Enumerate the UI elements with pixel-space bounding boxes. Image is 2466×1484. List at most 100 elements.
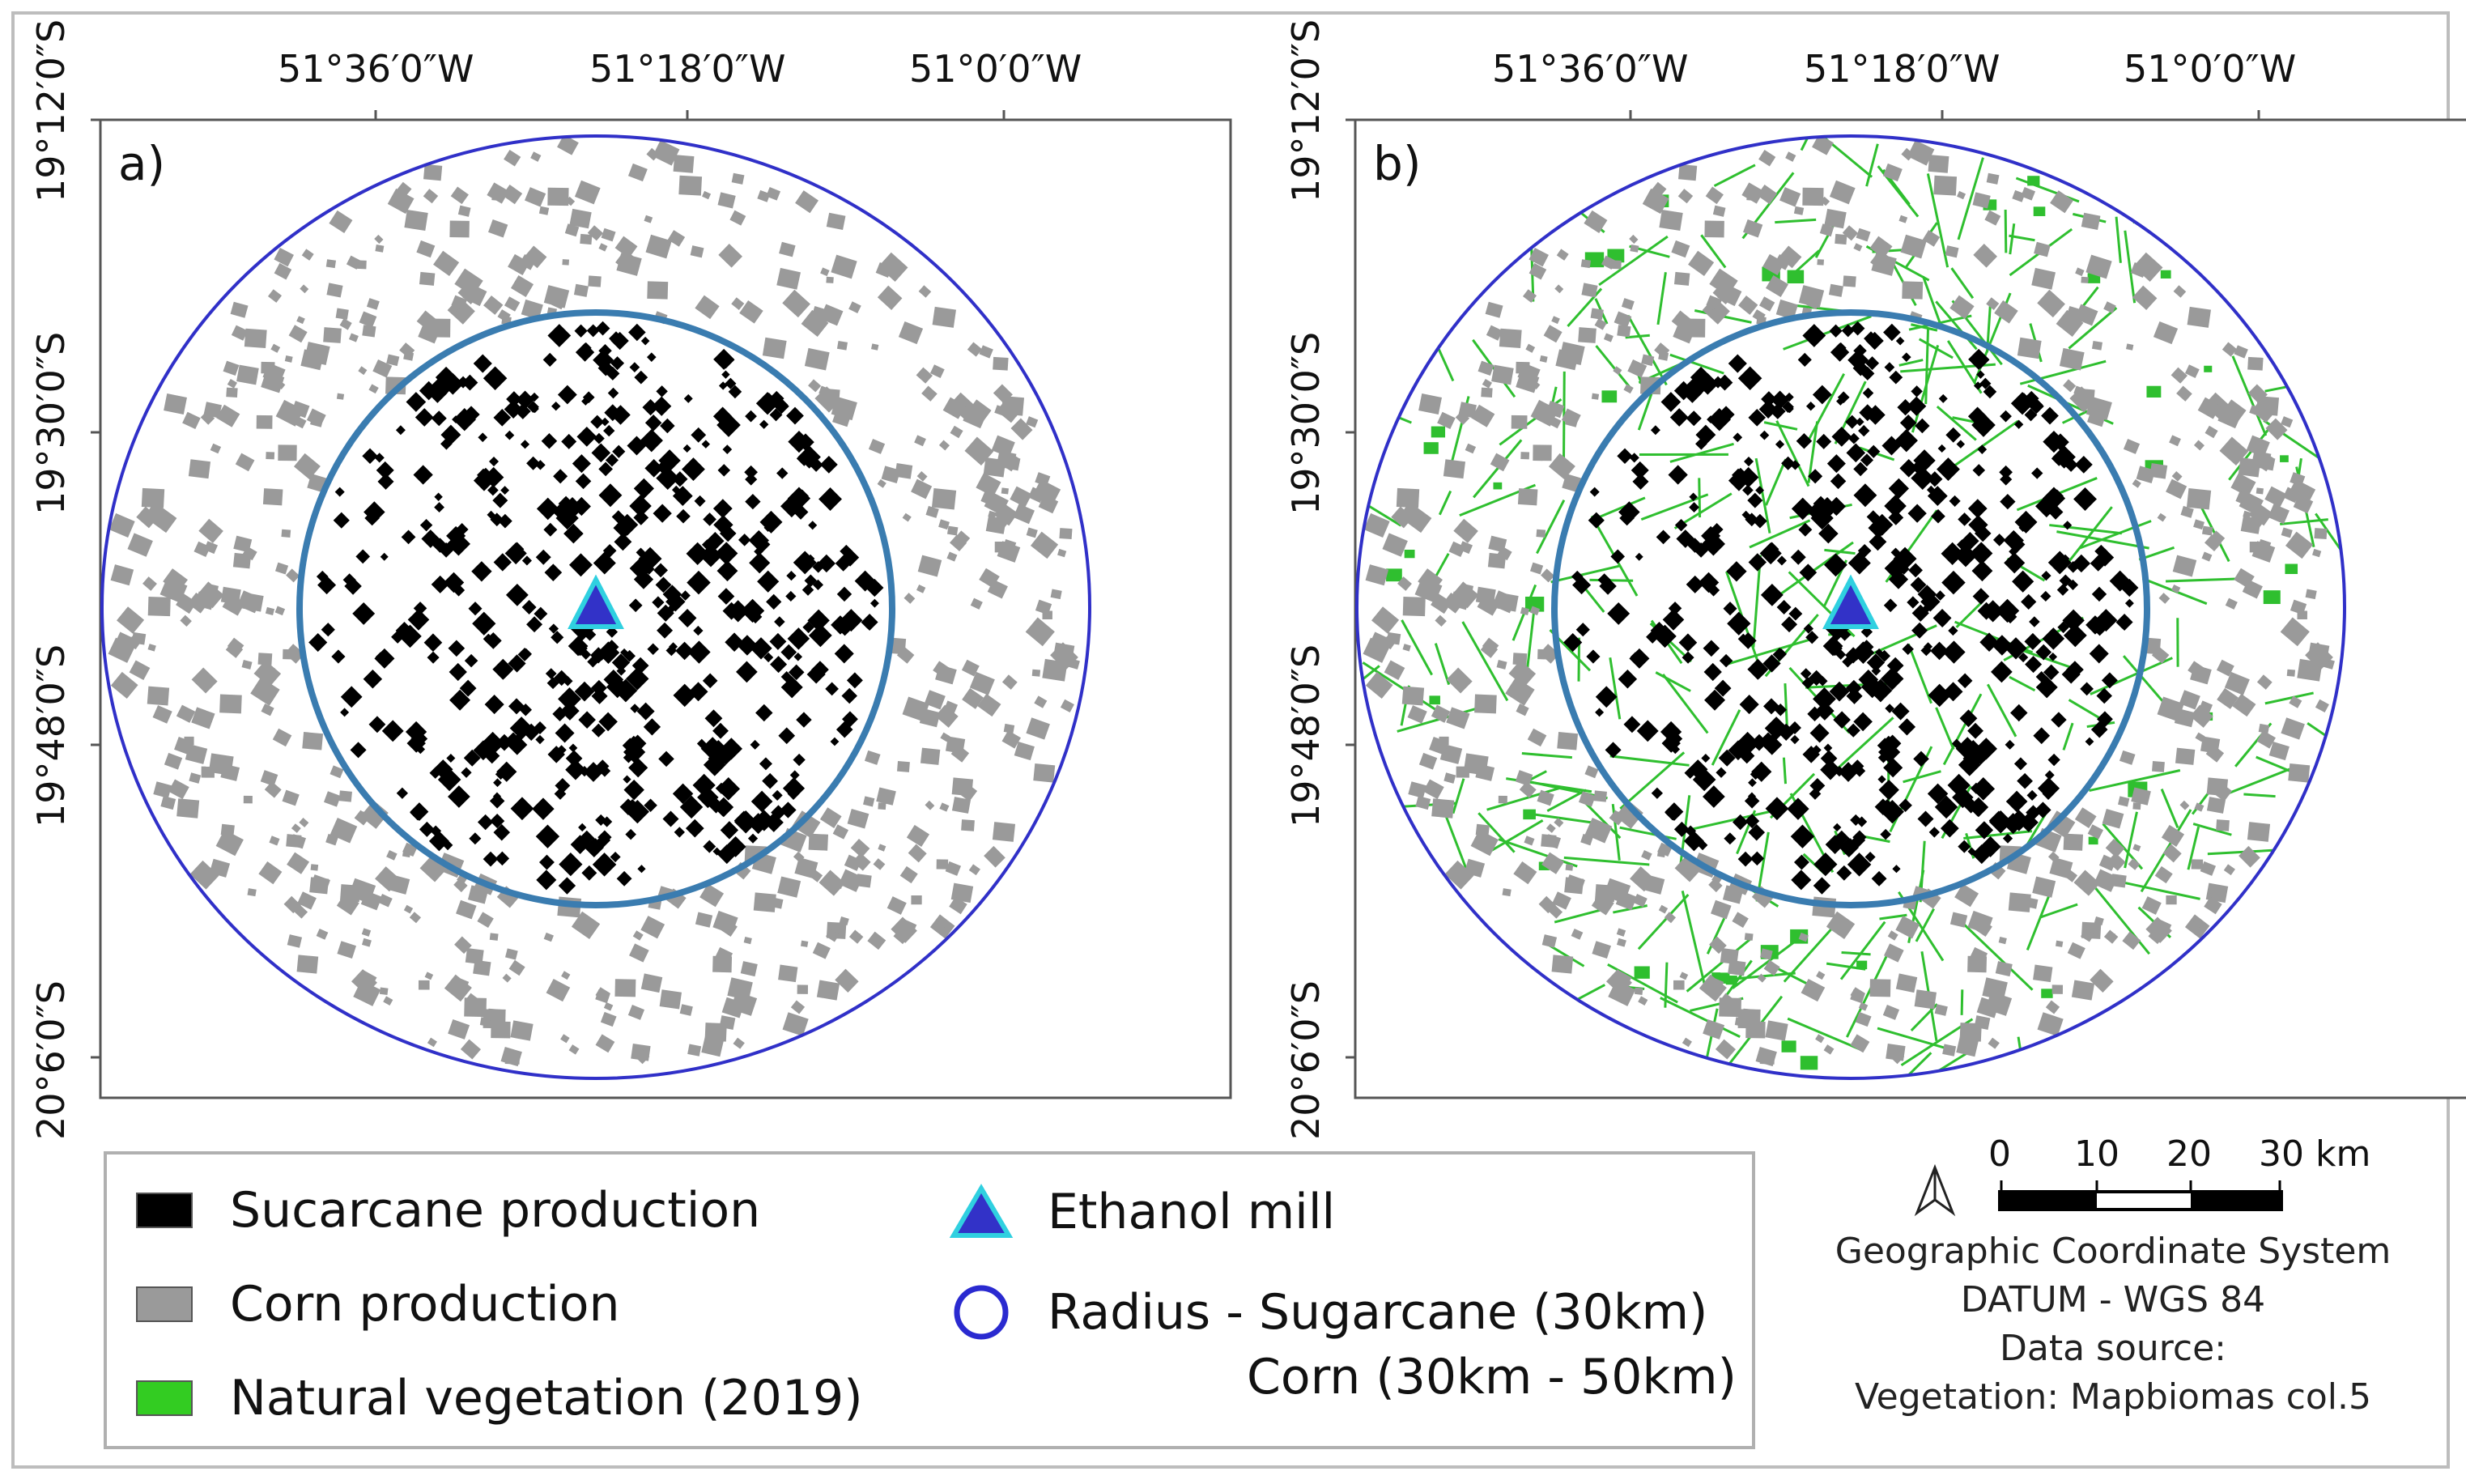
corn-field [1397,576,1412,591]
sugarcane-field [1801,677,1814,690]
sugarcane-field [477,814,494,831]
corn-field [1895,916,1920,939]
corn-field [453,977,470,992]
corn-field [291,401,310,419]
sugarcane-field [644,415,662,432]
corn-field [1481,387,1493,398]
map-panel-b[interactable] [1329,110,2466,1099]
corn-field [968,864,980,876]
vegetation-line [1681,891,1706,985]
corn-field [1967,910,1993,934]
corn-field [309,877,330,895]
vegetation-line [1918,338,1954,359]
ethanol-mill-icon[interactable] [568,574,624,629]
corn-field [1949,295,1975,320]
corn-field [1793,206,1805,215]
vegetation-line [1488,819,1544,853]
sugarcane-field [1971,777,1996,801]
corn-field [739,300,763,324]
sugarcane-field [1913,449,1936,472]
sugarcane-field [712,722,729,739]
corn-field [2063,379,2077,393]
sugarcane-field [1880,828,1891,840]
corn-field [1719,997,1741,1018]
vegetation-line [2004,209,2008,253]
corn-field [164,752,183,770]
corn-field [991,435,1015,457]
corn-field [557,136,579,155]
sugarcane-field [716,844,737,865]
sugarcane-field [1971,560,1993,582]
corn-field [427,1037,437,1048]
map-panel-a[interactable] [91,110,1232,1099]
sugarcane-field [1967,406,1988,426]
sugarcane-field [773,398,789,415]
corn-field [1050,589,1062,600]
corn-field [300,349,325,371]
sugarcane-field [446,753,456,763]
vegetation-line [1655,671,1691,692]
corn-field [969,671,995,695]
corn-field [388,874,410,895]
sugarcane-field [763,523,772,533]
corn-field [993,356,1009,371]
sugarcane-field [712,406,733,426]
sugarcane-field [669,642,678,652]
sugarcane-field [532,797,555,820]
corn-field [2234,345,2248,359]
lat-label-a-1: 19°12′0″S [29,19,73,202]
sugarcane-field [717,464,731,477]
corn-field [1038,495,1059,514]
corn-field [719,1015,736,1030]
sugarcane-field [1599,577,1617,595]
ethanol-mill-icon[interactable] [1822,574,1879,629]
vegetation-line [1461,621,1509,702]
corn-field [416,240,436,258]
corn-field [1502,888,1511,897]
corn-field [1755,1047,1777,1067]
sugarcane-field [1971,351,1990,369]
corn-field [988,510,997,519]
corn-field [984,491,1009,516]
sugarcane-field [509,716,534,740]
corn-field [2257,538,2272,552]
corn-field [1673,271,1690,286]
corn-field [2286,669,2296,677]
corn-field [2264,486,2287,508]
corn-field [325,259,337,269]
lat-label-b-4: 20°6′0″S [1284,980,1328,1140]
sugarcane-field [1684,767,1696,779]
corn-field [921,385,938,402]
corn-field [2085,396,2112,421]
corn-field [717,192,736,209]
sugarcane-field [703,512,716,526]
sugarcane-field [796,712,812,728]
corn-field [2152,761,2165,772]
corn-field [984,845,1006,868]
corn-field [2204,534,2222,552]
sugarcane-field [1668,465,1688,485]
vegetation-line [1401,619,1433,676]
corn-field [278,444,297,461]
vegetation-line [2264,691,2314,705]
vegetation-line [1688,808,1781,831]
sugarcane-field [1968,515,1988,535]
corn-field [2187,306,2211,328]
sugarcane-field [1632,473,1649,490]
sugarcane-field [2002,833,2013,844]
corn-field [479,1017,491,1027]
vegetation-line [1435,343,1455,382]
corn-field [2234,568,2255,589]
sugarcane-field [716,560,738,582]
corn-field [1453,518,1478,543]
corn-field [2281,416,2294,428]
corn-field [1548,453,1575,480]
corn-field [2179,690,2200,710]
corn-field [456,899,477,920]
corn-field [2033,964,2053,983]
sugarcane-field [1803,623,1814,634]
legend-item-radius: Radius - Sugarcane (30km) [949,1284,1707,1341]
corn-field [790,1000,806,1014]
corn-field [644,215,653,223]
